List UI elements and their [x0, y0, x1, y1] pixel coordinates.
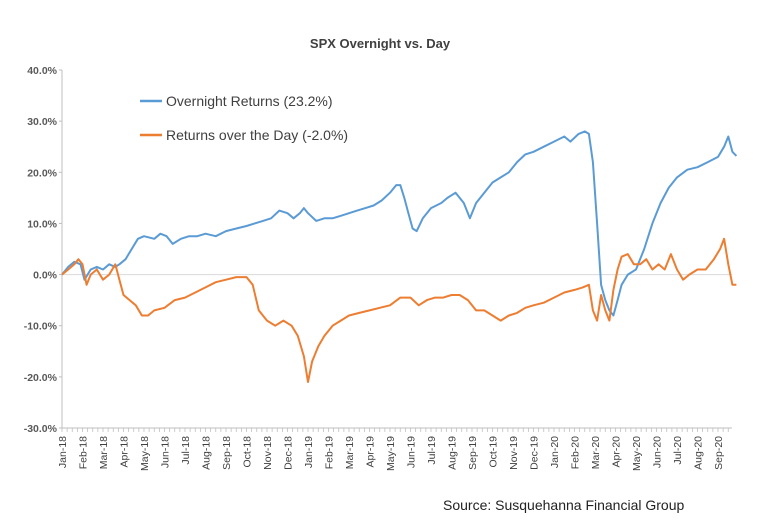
x-tick-label: May-19 [385, 436, 397, 471]
y-tick-label: 40.0% [27, 65, 57, 77]
source-note: Source: Susquehanna Financial Group [443, 497, 685, 513]
x-tick-label: Apr-19 [365, 436, 377, 468]
x-tick-label: Sep-18 [221, 436, 233, 470]
x-tick-label: Dec-19 [529, 436, 541, 470]
x-tick-label: Aug-18 [201, 436, 213, 470]
legend-label: Overnight Returns (23.2%) [166, 93, 333, 109]
y-tick-label: 20.0% [27, 167, 57, 179]
x-tick-label: Jun-19 [406, 436, 418, 468]
y-tick-label: 0.0% [33, 270, 58, 282]
x-tick-label: Jul-20 [672, 436, 684, 465]
x-tick-label: Jan-20 [549, 436, 561, 468]
x-tick-label: Jul-19 [426, 436, 438, 465]
x-tick-label: Nov-18 [262, 436, 274, 470]
chart-title: SPX Overnight vs. Day [310, 36, 451, 51]
y-tick-label: -10.0% [24, 321, 58, 333]
series-line-returns-over-the-day [61, 237, 737, 383]
y-tick-label: 10.0% [27, 218, 57, 230]
x-tick-label: Jan-19 [303, 436, 315, 468]
x-tick-label: Aug-20 [693, 436, 705, 470]
series-line-overnight-returns [61, 130, 738, 317]
x-tick-label: May-20 [631, 436, 643, 471]
y-tick-label: 30.0% [27, 116, 57, 128]
y-tick-label: -20.0% [24, 372, 58, 384]
x-tick-label: Apr-20 [611, 436, 623, 468]
y-axis: 40.0% 30.0% 20.0% 10.0% 0.0% -10.0% -20.0% -30.… [24, 65, 63, 435]
x-tick-label: Nov-19 [508, 436, 520, 470]
x-tick-label: Jun-18 [160, 436, 172, 468]
x-tick-label: Mar-18 [98, 436, 110, 469]
x-tick-label: Feb-18 [78, 436, 90, 469]
x-tick-label: Mar-19 [344, 436, 356, 469]
x-tick-label: Sep-20 [713, 436, 725, 470]
y-tick-label: -30.0% [24, 423, 58, 435]
x-tick-label: May-18 [139, 436, 151, 471]
x-tick-label: Apr-18 [119, 436, 131, 468]
x-tick-label: Sep-19 [467, 436, 479, 470]
x-tick-label: Mar-20 [590, 436, 602, 469]
x-tick-label: Jan-18 [57, 436, 69, 468]
x-tick-label: Jun-20 [652, 436, 664, 468]
x-tick-label: Jul-18 [180, 436, 192, 465]
x-tick-label: Oct-18 [242, 436, 254, 468]
x-axis: Jan-18 Feb-18 Mar-18 Apr-18 May-18 Jun-18 Jul-… [57, 427, 732, 471]
legend-label: Returns over the Day (-2.0%) [166, 127, 348, 143]
x-tick-label: Feb-19 [324, 436, 336, 469]
x-tick-label: Aug-19 [447, 436, 459, 470]
x-tick-label: Feb-20 [570, 436, 582, 469]
x-tick-label: Dec-18 [283, 436, 295, 470]
legend: Overnight Returns (23.2%) Returns over th… [140, 93, 348, 143]
x-tick-label: Oct-19 [488, 436, 500, 468]
plot-area [61, 130, 738, 383]
